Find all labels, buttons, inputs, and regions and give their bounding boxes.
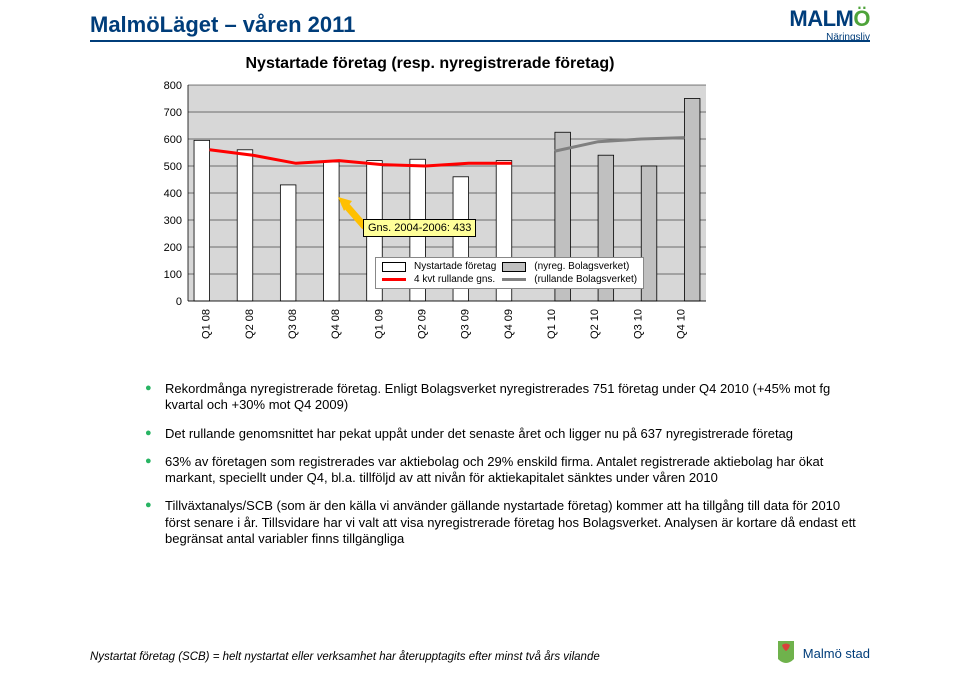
svg-text:500: 500 [164, 161, 182, 173]
svg-text:Q2 10: Q2 10 [589, 309, 601, 339]
title-rule [90, 40, 870, 42]
svg-text:Q4 08: Q4 08 [330, 309, 342, 339]
legend-label: (nyreg. Bolagsverket) [534, 261, 637, 272]
brand-dot: Ö [853, 6, 870, 31]
svg-text:400: 400 [164, 188, 182, 200]
page-title: MalmöLäget – våren 2011 [90, 12, 355, 38]
svg-text:600: 600 [164, 134, 182, 146]
svg-text:800: 800 [164, 80, 182, 92]
brand-sub: Näringsliv [789, 32, 870, 43]
bullet-list: Rekordmånga nyregistrerade företag. Enli… [125, 381, 865, 559]
svg-text:Q3 08: Q3 08 [287, 309, 299, 339]
logo-malmo-naringsliv: MALMÖ Näringsliv [789, 6, 870, 43]
footnote: Nystartat företag (SCB) = helt nystartat… [90, 651, 600, 663]
svg-text:Q1 08: Q1 08 [201, 309, 213, 339]
bullet-item: Tillväxtanalys/SCB (som är den källa vi … [165, 498, 865, 547]
svg-text:Q2 09: Q2 09 [416, 309, 428, 339]
legend-swatch [502, 278, 526, 281]
svg-text:Q3 09: Q3 09 [460, 309, 472, 339]
brand-main: MALM [789, 6, 853, 31]
legend-label: (rullande Bolagsverket) [534, 274, 637, 285]
legend-label: Nystartade företag [414, 261, 496, 272]
svg-text:Q3 10: Q3 10 [632, 309, 644, 339]
bullet-item: Det rullande genomsnittet har pekat uppå… [165, 426, 865, 442]
svg-text:Q4 09: Q4 09 [503, 309, 515, 339]
legend-swatch [502, 262, 526, 272]
legend-label: 4 kvt rullande gns. [414, 274, 496, 285]
bullet-item: 63% av företagen som registrerades var a… [165, 454, 865, 487]
svg-text:Q1 10: Q1 10 [546, 309, 558, 339]
logo-malmo-stad: Malmö stad [775, 639, 870, 667]
svg-text:700: 700 [164, 107, 182, 119]
svg-text:0: 0 [176, 296, 182, 308]
legend-swatch [382, 262, 406, 272]
chart-title: Nystartade företag (resp. nyregistrerade… [150, 55, 710, 73]
chart-legend: Nystartade företag (nyreg. Bolagsverket) 4… [375, 257, 644, 289]
svg-text:100: 100 [164, 269, 182, 281]
logo-bottom-text: Malmö stad [803, 646, 870, 661]
svg-text:Q1 09: Q1 09 [373, 309, 385, 339]
svg-text:Q4 10: Q4 10 [675, 309, 687, 339]
chart-area: Nystartade företag (resp. nyregistrerade… [150, 55, 710, 360]
legend-swatch [382, 278, 406, 281]
bullet-item: Rekordmånga nyregistrerade företag. Enli… [165, 381, 865, 414]
chart-annotation-gns: Gns. 2004-2006: 433 [363, 219, 476, 237]
griffin-icon [775, 639, 797, 667]
svg-text:Q2 08: Q2 08 [244, 309, 256, 339]
svg-text:200: 200 [164, 242, 182, 254]
svg-text:300: 300 [164, 215, 182, 227]
